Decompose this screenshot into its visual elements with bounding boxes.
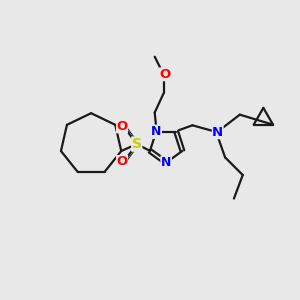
Text: N: N <box>212 126 223 139</box>
Text: O: O <box>116 120 128 133</box>
Text: N: N <box>161 156 171 169</box>
Text: S: S <box>132 137 142 151</box>
Text: O: O <box>116 155 128 168</box>
Text: O: O <box>159 68 171 81</box>
Text: N: N <box>151 125 161 138</box>
